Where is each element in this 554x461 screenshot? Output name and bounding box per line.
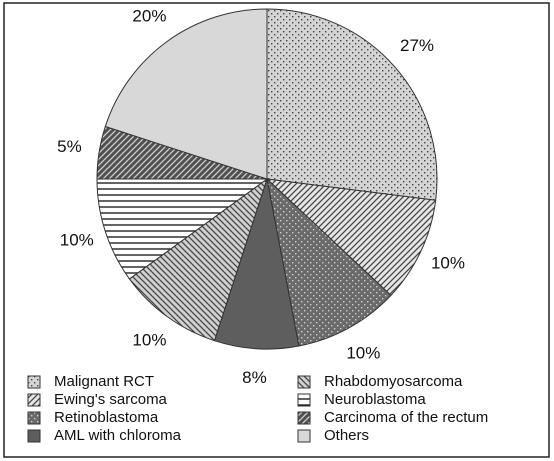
pie-slice [266, 177, 392, 347]
slice-label: 10% [132, 330, 166, 349]
pie-slice [104, 8, 268, 180]
legend-label: Carcinoma of the rectum [324, 409, 488, 426]
legend-swatch [27, 375, 41, 389]
legend-swatch [27, 429, 41, 443]
slice-label: 20% [132, 7, 166, 26]
pie-slice [96, 178, 269, 280]
legend-label: Rhabdomyosarcoma [324, 373, 463, 390]
legend-swatch [27, 393, 41, 407]
pie-slice [266, 8, 438, 201]
slice-label: 5% [57, 137, 82, 156]
slice-label: 10% [431, 254, 465, 273]
legend-swatch [297, 375, 311, 389]
legend-swatch [297, 393, 311, 407]
legend-label: Ewing's sarcoma [54, 391, 168, 408]
legend-label: Malignant RCT [54, 373, 154, 390]
legend-label: Retinoblastoma [54, 409, 159, 426]
legend-swatch [297, 411, 311, 425]
slice-label: 8% [242, 368, 267, 387]
legend-label: AML with chloroma [54, 427, 182, 444]
slice-label: 10% [346, 344, 380, 363]
legend-swatch [27, 411, 41, 425]
pie-slice [128, 177, 268, 342]
legend-label: Others [324, 427, 369, 444]
legend-label: Neuroblastoma [324, 391, 426, 408]
slice-label: 10% [60, 230, 94, 249]
slice-label: 27% [400, 36, 434, 55]
legend-swatch [297, 429, 311, 443]
pie-slice [265, 178, 437, 297]
